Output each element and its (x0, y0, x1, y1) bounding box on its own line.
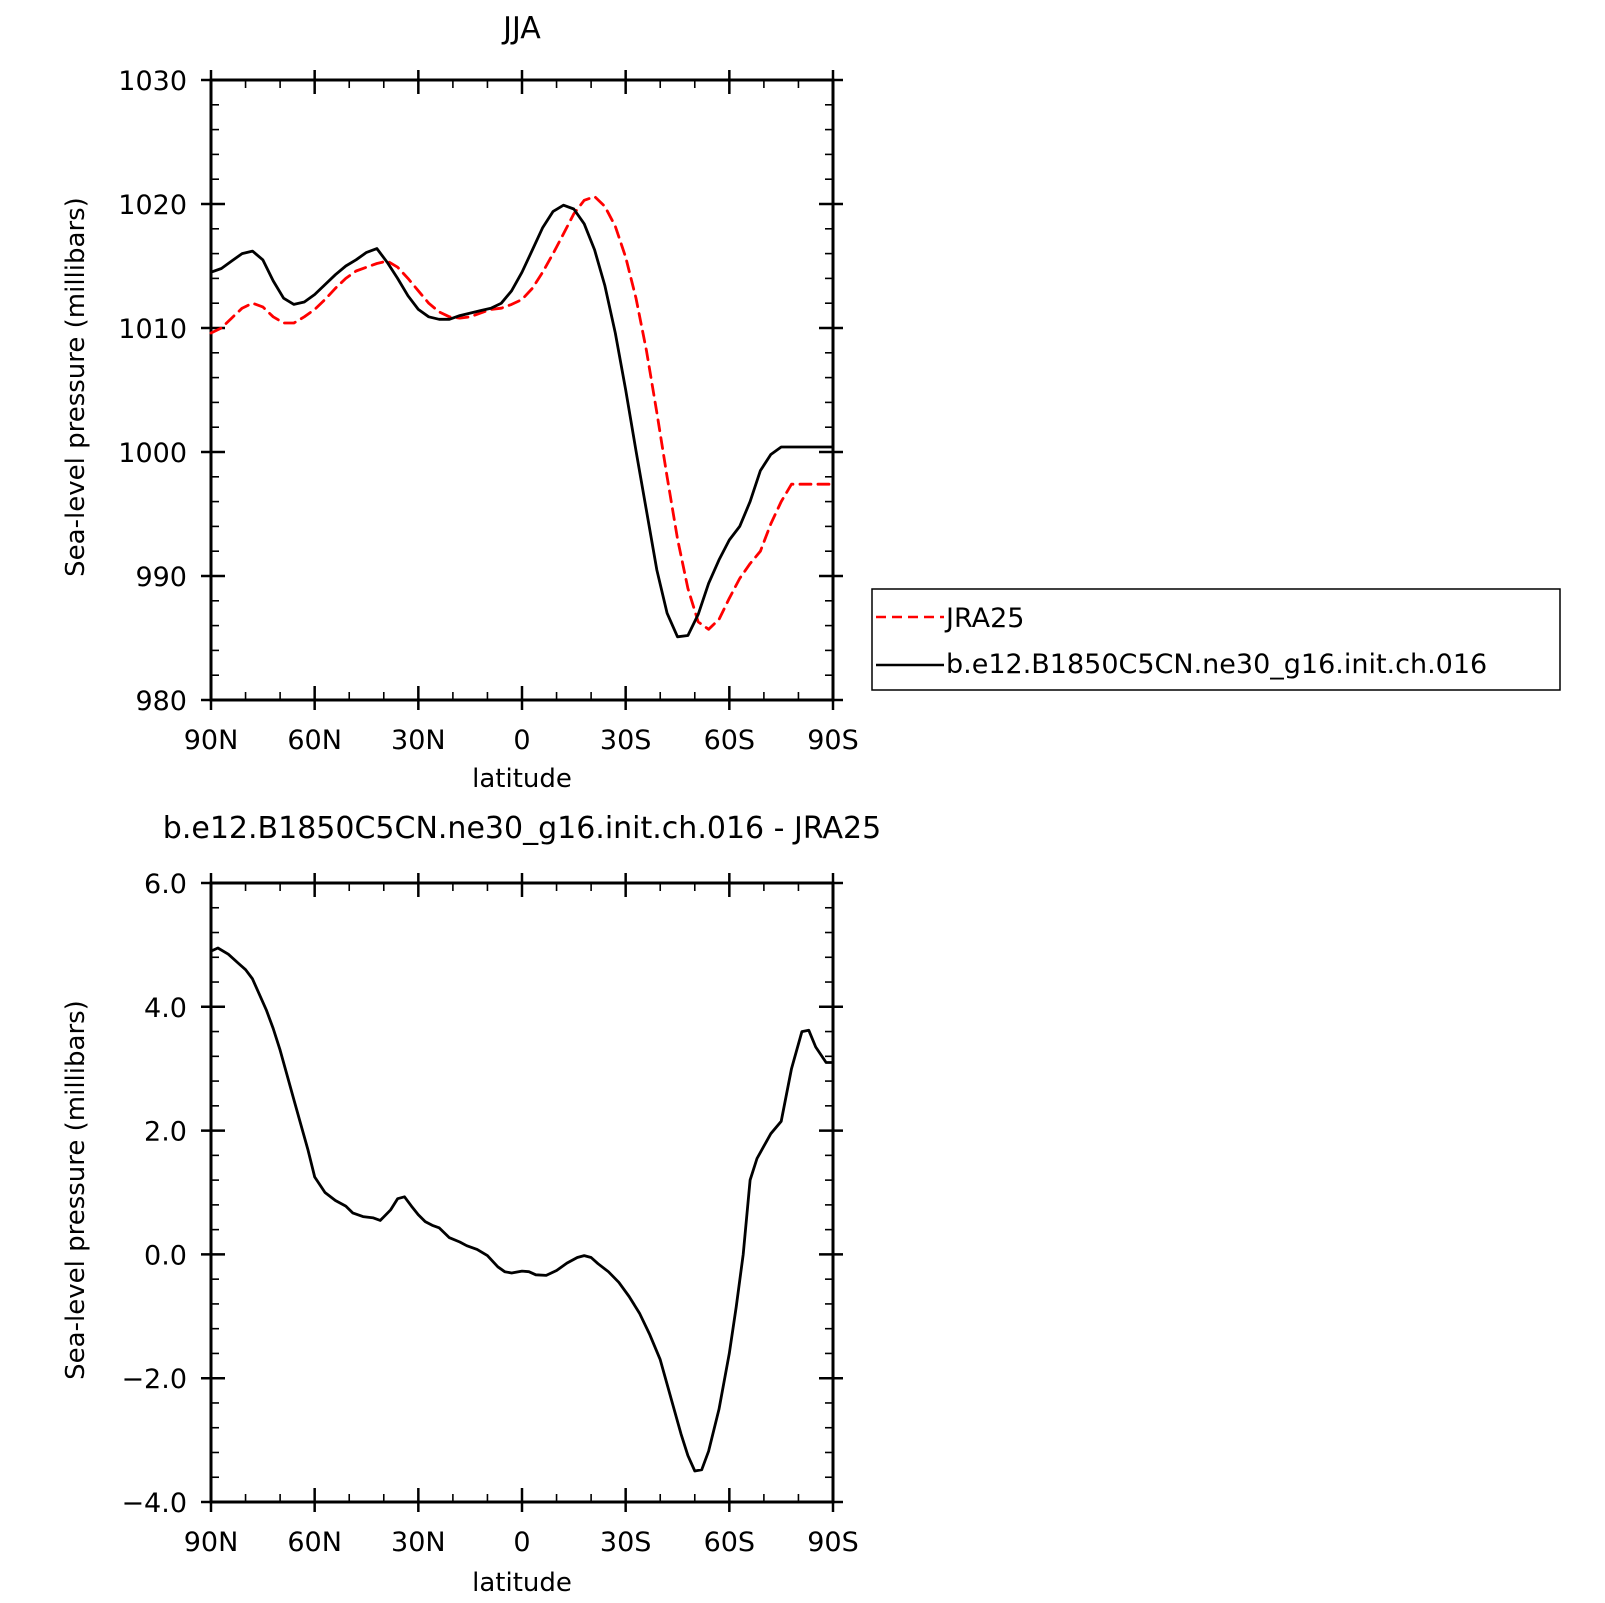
y-tick-label: 4.0 (144, 993, 187, 1024)
y-tick-label: 6.0 (144, 869, 187, 900)
panel-bottom-y-axis-label: Sea-level pressure (millibars) (61, 1000, 91, 1380)
plot-frame (209, 78, 835, 702)
y-tick-label: −4.0 (121, 1488, 187, 1519)
series-line-1-2 (209, 203, 835, 639)
x-tick-label: 60S (704, 725, 756, 756)
panel-bottom-title: b.e12.B1850C5CN.ne30_g16.init.ch.016 - J… (163, 811, 881, 846)
panel-top-y-axis-label: Sea-level pressure (millibars) (61, 197, 91, 577)
x-tick-label: 90S (807, 1527, 859, 1558)
series-line-1-1 (209, 195, 835, 631)
x-tick-label: 30S (600, 725, 652, 756)
chart-panel-top: JJA Sea-level pressure (millibars) latit… (61, 11, 859, 794)
x-tick-label: 60S (704, 1527, 756, 1558)
series-line-2-1 (209, 946, 835, 1473)
y-tick-label: 1000 (118, 438, 187, 469)
legend-label-jra25: JRA25 (944, 603, 1024, 634)
panel-bottom-x-axis-label: latitude (472, 1568, 572, 1598)
x-tick-label: 30S (600, 1527, 652, 1558)
x-tick-label: 90N (184, 1527, 239, 1558)
x-tick-label: 60N (287, 1527, 342, 1558)
y-tick-label: 980 (135, 686, 187, 717)
x-tick-label: 0 (513, 725, 530, 756)
x-tick-label: 30N (391, 1527, 446, 1558)
x-tick-label: 30N (391, 725, 446, 756)
panel-top-x-axis-label: latitude (472, 764, 572, 794)
plot-frame (209, 881, 835, 1504)
panel-top-title: JJA (501, 11, 541, 46)
y-tick-label: −2.0 (121, 1364, 187, 1395)
legend-box (871, 588, 1561, 691)
x-tick-label: 60N (287, 725, 342, 756)
y-tick-label: 1020 (118, 190, 187, 221)
x-tick-label: 0 (513, 1527, 530, 1558)
y-tick-label: 1010 (118, 314, 187, 345)
chart-panel-bottom: b.e12.B1850C5CN.ne30_g16.init.ch.016 - J… (61, 811, 881, 1598)
y-tick-label: 1030 (118, 66, 187, 97)
y-tick-label: 2.0 (144, 1117, 187, 1148)
y-tick-label: 990 (135, 562, 187, 593)
x-tick-label: 90S (807, 725, 859, 756)
chart-legend: JRA25 b.e12.B1850C5CN.ne30_g16.init.ch.0… (871, 588, 1561, 691)
x-tick-label: 90N (184, 725, 239, 756)
legend-label-model: b.e12.B1850C5CN.ne30_g16.init.ch.016 (946, 649, 1487, 680)
y-tick-label: 0.0 (144, 1240, 187, 1271)
